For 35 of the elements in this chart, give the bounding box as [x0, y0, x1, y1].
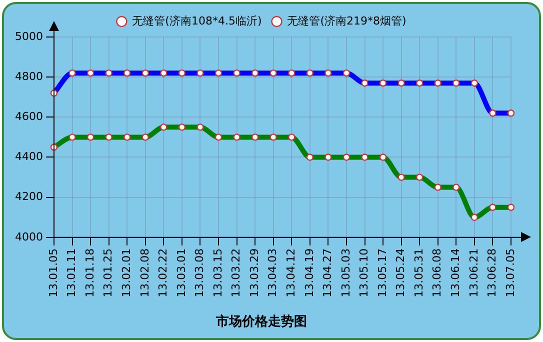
y-tick-label: 5000: [14, 30, 43, 43]
y-tick-label: 4600: [14, 110, 43, 124]
legend-label: 无缝管(济南219*8烟管): [287, 14, 406, 28]
x-tick-label: 13.01.25: [102, 248, 115, 298]
y-tick-label: 4400: [14, 150, 43, 164]
x-tick-label: 13.01.11: [65, 248, 78, 298]
x-tick-label: 13.02.01: [120, 248, 133, 298]
x-tick-label: 13.03.08: [193, 248, 206, 298]
x-tick-label: 13.01.05: [46, 248, 60, 298]
x-tick-label: 13.04.19: [302, 248, 316, 298]
x-tick-label: 13.03.15: [211, 248, 224, 298]
y-tick-label: 4000: [14, 230, 43, 244]
x-tick-label: 13.04.03: [266, 248, 280, 298]
x-tick-label: 13.05.31: [412, 248, 426, 298]
x-tick-label: 13.04.12: [284, 248, 298, 298]
x-tick-label: 13.01.18: [83, 248, 96, 298]
x-tick-label: 13.07.05: [504, 248, 517, 298]
x-tick-label: 13.05.10: [358, 248, 371, 298]
x-tick-label: 13.05.03: [339, 248, 352, 298]
text: 市场价格走势图: [215, 314, 307, 330]
y-tick-label: 4800: [14, 70, 43, 83]
legend-label: 无缝管(济南108*4.5临沂): [132, 14, 262, 28]
x-tick-label: 13.02.08: [138, 248, 152, 298]
x-tick-label: 13.03.01: [174, 248, 188, 298]
x-tick-label: 13.02.22: [156, 248, 170, 298]
x-tick-label: 13.06.28: [486, 248, 499, 298]
x-tick-label: 13.06.21: [467, 248, 480, 298]
x-tick-label: 13.06.14: [449, 248, 462, 298]
x-tick-label: 13.06.08: [430, 248, 444, 298]
y-tick-label: 4200: [14, 190, 43, 204]
x-tick-label: 13.03.29: [248, 248, 261, 298]
x-tick-label: 13.03.22: [230, 248, 243, 298]
x-tick-label: 13.04.27: [321, 248, 334, 298]
x-tick-label: 13.05.24: [394, 248, 408, 298]
x-tick-label: 13.05.17: [376, 248, 389, 298]
